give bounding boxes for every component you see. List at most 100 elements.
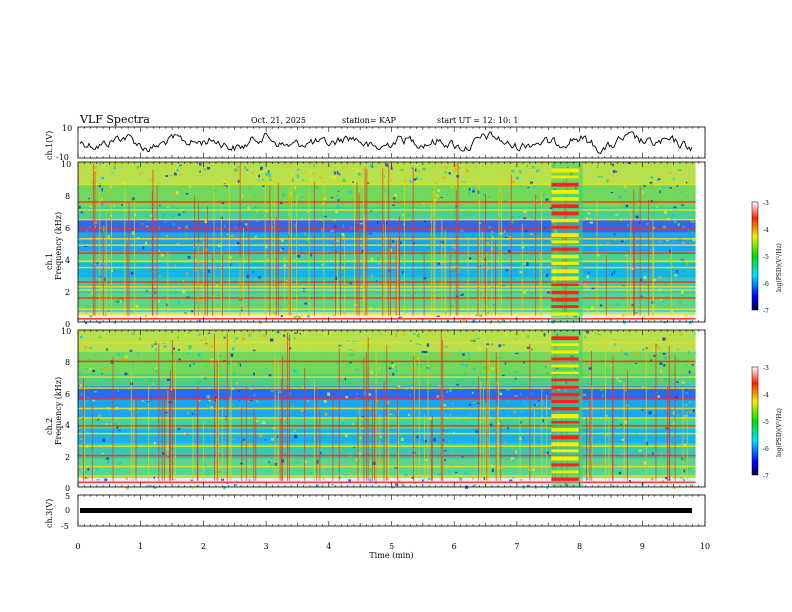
ch2-spectrogram-noise-cell [409, 393, 412, 397]
ch2-spectrogram-noise-cell [456, 383, 459, 386]
ch2-spectrogram-noise-cell [665, 336, 668, 340]
ch1-spectrogram-noise-cell [416, 176, 419, 180]
ch1-spectrogram-noise-cell [664, 210, 667, 215]
ch1-spectrogram-sferic [485, 194, 486, 316]
ch1-spectrogram-noise-cell [423, 277, 427, 280]
ch1-spectrogram-noise-cell [510, 216, 514, 218]
ch1-spectrogram-noise-cell [523, 291, 527, 294]
xtick-9: 9 [640, 542, 645, 551]
ch2-spectrogram-noise-cell [79, 383, 82, 387]
ch2-spectrogram-noise-cell [291, 405, 295, 409]
ch1-spectrogram-event-line [551, 218, 579, 223]
ch1-spectrogram-noise-cell [254, 206, 258, 209]
ch1-spectrogram-noise-cell [687, 270, 689, 274]
ch1-spectrogram-noise-cell [297, 179, 300, 181]
ch2-spectrogram-sferic [495, 352, 497, 481]
ch2-spectrogram-sferic [485, 403, 487, 481]
ch2-spectrogram-sferic [441, 388, 443, 481]
ch1-spectrogram-noise-cell [693, 306, 695, 308]
ch1-spectrogram-noise-cell [255, 174, 259, 178]
ch1-spectrogram-noise-cell [96, 260, 99, 264]
ch2-spectrogram-event-line [551, 477, 579, 481]
ch1-spectrogram-noise-cell [590, 306, 594, 310]
ch1-spectrogram-noise-cell [454, 164, 458, 168]
ch2-spectrogram-noise-cell [172, 426, 174, 429]
ch2-spectrogram-noise-cell [349, 349, 351, 352]
ch1-spectrogram-noise-cell [369, 307, 373, 309]
ch2-spectrogram-noise-cell [468, 352, 470, 356]
ch1-spectrogram-noise-cell [176, 168, 179, 172]
ch2-spectrogram-noise-cell [348, 479, 352, 483]
ch1-spectrogram-noise-cell [113, 166, 116, 170]
ch1-spectrogram-noise-cell [672, 168, 675, 171]
ch1-spectrogram-noise-cell [165, 175, 169, 177]
ch1-spectrogram-sferic [491, 233, 493, 316]
ch2-spectrogram-noise-cell [166, 378, 171, 382]
ch1-spectrogram-noise-cell [331, 228, 335, 233]
ch2-spectrogram-noise-cell [605, 432, 609, 437]
ch1-spectrogram-noise-cell [158, 299, 160, 303]
ch2-spectrogram-noise-cell [621, 427, 623, 430]
ch2-spectrogram-noise-cell [448, 470, 451, 474]
ch1-spectrogram-noise-cell [281, 248, 284, 250]
ch2-spectrogram-noise-cell [541, 419, 544, 423]
ch2-spectrogram-noise-cell [475, 417, 477, 421]
ch2-spectrogram-sferic [612, 356, 614, 481]
ch2-spectrogram-noise-cell [657, 395, 660, 398]
ch2-spectrogram-hum-line [78, 387, 705, 389]
ch2-spectrogram-noise-cell [504, 362, 507, 365]
ch1-spectrogram-noise-cell [625, 204, 629, 208]
ch1-spectrogram-noise-cell [204, 247, 208, 252]
ch1-spectrogram-noise-cell [435, 194, 439, 197]
ch1-spectrogram-sferic [395, 242, 397, 316]
ch2-spectrogram-sferic [367, 337, 369, 481]
ch2-spectrogram-noise-cell [498, 460, 500, 463]
ch2-spectrogram-noise-cell [691, 364, 694, 366]
ch2-spectrogram-noise-cell [653, 349, 657, 352]
ch2-spectrogram-band-3 [78, 428, 705, 444]
ch1-spectrogram-noise-cell [390, 248, 392, 252]
ch1-spectrogram-sferic [288, 186, 290, 316]
ch1-spectrogram-noise-cell [173, 192, 177, 194]
ch1-spectrogram-noise-cell [513, 277, 515, 281]
ch2-spectrogram-noise-cell [351, 423, 354, 427]
ch1-spectrogram-noise-cell [152, 283, 155, 285]
ch1-spectrogram-hum-line [78, 238, 705, 240]
ch1-spectrogram-noise-cell [504, 287, 508, 289]
ch1-spectrogram-noise-cell [175, 172, 179, 174]
ch2-spectrogram-noise-cell [270, 338, 274, 342]
ch2-colorbar-gradient [751, 366, 759, 476]
ch1-spectrogram-noise-cell [482, 292, 486, 296]
ch1-spectrogram-sferic [243, 227, 244, 316]
ch2-spectrogram-noise-cell [403, 333, 406, 336]
ch2-spectrogram-noise-cell [673, 486, 676, 490]
ch2-spectrogram-noise-cell [197, 381, 200, 385]
ch1-spectrogram-noise-cell [530, 181, 533, 185]
ch1-spectrogram-noise-cell [481, 309, 485, 312]
ch1-spectrogram-noise-cell [475, 314, 478, 316]
ch1-spectrogram-noise-cell [155, 165, 157, 167]
ch2-spectrogram-sferic [418, 352, 420, 481]
ch1-spectrogram-noise-cell [412, 208, 415, 210]
ch2-spectrogram-noise-cell [514, 371, 516, 374]
ch1-spectrogram-sferic [433, 190, 435, 316]
ch2-spectrogram-noise-cell [379, 333, 382, 335]
ch1-spectrogram-noise-cell [241, 193, 244, 198]
ch1-spectrogram-noise-cell [116, 238, 119, 242]
ch1-spectrogram-noise-cell [369, 164, 373, 168]
ch2-spectrogram-noise-cell [226, 355, 230, 358]
ch2-spectrogram-sferic [374, 397, 375, 481]
ch1-cb-tick-m7: -7 [763, 308, 769, 315]
ch2-spectrogram-noise-cell [673, 421, 676, 425]
ch2-spectrogram-noise-cell [436, 395, 440, 398]
ch1-spectrogram-noise-cell [202, 167, 205, 170]
ch2-spectrogram-noise-cell [234, 484, 238, 487]
ch1-spectrogram-noise-cell [358, 173, 361, 176]
ch2-spectrogram-noise-cell [89, 347, 92, 349]
ch1-spectrogram-sferic [356, 182, 358, 316]
ch2-spectrogram-noise-cell [393, 418, 396, 421]
ch1-spectrogram-sferic [639, 185, 641, 316]
ch2-spectrogram-noise-cell [685, 404, 688, 406]
ch1-spectrogram-noise-cell [175, 290, 178, 294]
ch2-spectrogram-noise-cell [142, 352, 145, 355]
